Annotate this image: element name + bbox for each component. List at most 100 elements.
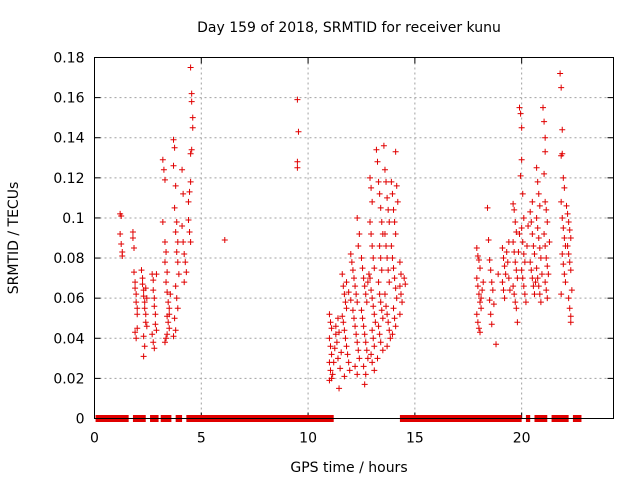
data-point (165, 319, 172, 326)
data-point (527, 208, 534, 215)
data-point (133, 291, 140, 298)
data-point (163, 279, 170, 286)
data-point (140, 333, 147, 340)
data-point (541, 118, 548, 125)
data-point (486, 257, 493, 264)
data-point (185, 216, 192, 223)
data-point (390, 206, 397, 213)
data-point (376, 243, 383, 250)
data-point (566, 226, 573, 233)
data-point (131, 245, 138, 252)
y-axis-title: SRMTID / TECUs (6, 182, 22, 295)
data-point (151, 303, 158, 310)
data-point (140, 293, 147, 300)
data-point (362, 371, 369, 378)
data-point (356, 230, 363, 237)
data-point (141, 305, 148, 312)
data-point (520, 283, 527, 290)
data-point (173, 218, 180, 225)
data-point (535, 190, 542, 197)
data-points (95, 64, 582, 422)
data-point (327, 343, 334, 350)
data-point (354, 339, 361, 346)
data-point (374, 158, 381, 165)
data-point (516, 104, 523, 111)
data-point (560, 174, 567, 181)
data-point (175, 271, 182, 278)
data-point (368, 230, 375, 237)
data-point (344, 351, 351, 358)
data-point (560, 261, 567, 268)
data-point (399, 299, 406, 306)
data-point (343, 305, 350, 312)
data-point (341, 291, 348, 298)
data-point (565, 251, 572, 258)
data-point (363, 299, 370, 306)
data-point (132, 329, 139, 336)
data-point (561, 271, 568, 278)
data-point (488, 279, 495, 286)
data-point (134, 305, 141, 312)
data-point (473, 245, 480, 252)
data-point (530, 283, 537, 290)
data-point (543, 206, 550, 213)
data-point (331, 345, 338, 352)
data-point (373, 146, 380, 153)
data-point (174, 305, 181, 312)
data-point (361, 331, 368, 338)
data-point (363, 347, 370, 354)
data-point (546, 239, 553, 246)
x-tick-label: 10 (299, 431, 317, 447)
data-point (560, 224, 567, 231)
data-point (518, 156, 525, 163)
data-point (490, 301, 497, 308)
data-point (167, 291, 174, 298)
y-tick-label: 0.16 (53, 91, 84, 107)
data-point (378, 218, 385, 225)
data-point (180, 190, 187, 197)
data-point (377, 339, 384, 346)
data-point (174, 259, 181, 266)
data-point (163, 249, 170, 256)
data-point (392, 323, 399, 330)
data-point (164, 331, 171, 338)
data-point (385, 206, 392, 213)
data-point (356, 355, 363, 362)
data-point (364, 355, 371, 362)
data-point (396, 283, 403, 290)
data-point (351, 315, 357, 322)
data-point (531, 251, 538, 258)
data-point (513, 305, 520, 312)
x-tick-label: 0 (90, 431, 99, 447)
data-point (477, 299, 484, 306)
y-tick-label: 0.14 (53, 131, 84, 147)
data-point (343, 279, 350, 286)
data-point (544, 218, 551, 225)
data-point (538, 271, 545, 278)
data-point (542, 134, 549, 141)
data-point (488, 321, 495, 328)
data-point (164, 269, 171, 276)
data-point (384, 343, 391, 350)
data-point (558, 291, 565, 298)
data-point (349, 307, 356, 314)
data-point (181, 251, 188, 258)
data-point (544, 263, 551, 270)
data-point (500, 255, 507, 262)
data-point (537, 255, 544, 262)
data-point (566, 305, 573, 312)
data-point (179, 222, 186, 229)
data-point (359, 315, 366, 322)
data-point (529, 198, 536, 205)
data-point (393, 182, 400, 189)
data-point (165, 299, 172, 306)
data-point (174, 239, 181, 246)
y-tick-label: 0.04 (53, 331, 84, 347)
data-point (342, 299, 349, 306)
data-point (529, 275, 536, 282)
data-point (360, 323, 367, 330)
data-point (542, 198, 549, 205)
data-point (152, 311, 159, 318)
data-point (478, 305, 485, 312)
data-point (378, 267, 385, 274)
